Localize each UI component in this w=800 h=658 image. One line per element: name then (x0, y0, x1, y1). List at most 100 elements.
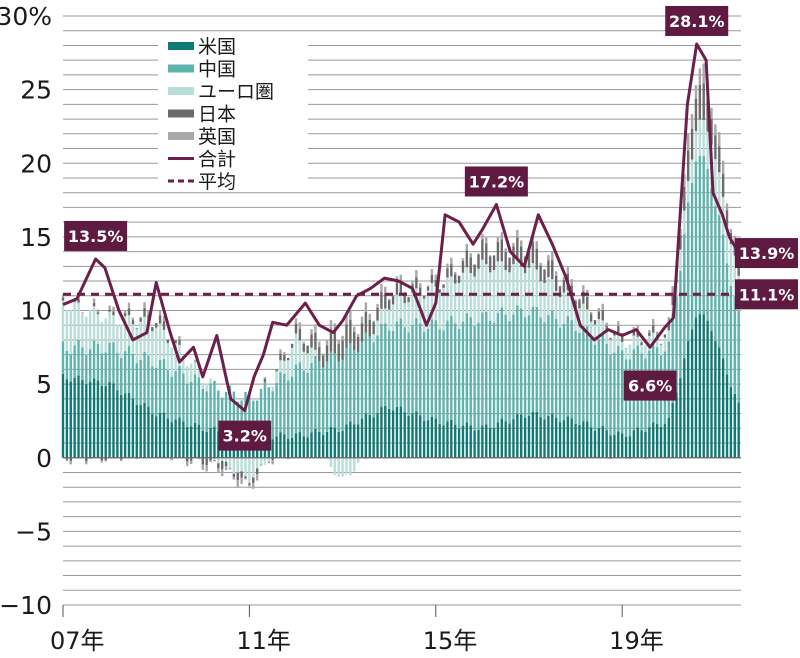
bar-segment (702, 83, 705, 120)
bar-segment (457, 328, 461, 429)
bar-segment (345, 315, 348, 325)
bar-segment (189, 457, 193, 461)
bar-segment (302, 370, 305, 437)
bar-segment (465, 243, 469, 251)
bar-segment (298, 328, 302, 341)
bar-segment (450, 315, 453, 420)
bar-segment (154, 416, 158, 458)
bar-segment (174, 343, 177, 371)
bar-segment (469, 425, 472, 458)
bar-segment (562, 420, 566, 458)
bar-segment (450, 276, 453, 316)
bar-segment (69, 381, 72, 458)
bar-segment (593, 320, 597, 325)
bar-segment (399, 406, 403, 458)
bar-segment (360, 316, 364, 324)
bar-segment (535, 248, 538, 270)
bar-segment (551, 310, 554, 414)
bar-segment (535, 241, 538, 249)
bar-segment (508, 272, 511, 321)
bar-segment (477, 253, 480, 255)
bar-segment (88, 309, 92, 350)
bar-segment (360, 418, 364, 458)
bar-segment (116, 390, 119, 458)
bar-segment (640, 342, 643, 346)
bar-segment (671, 293, 674, 306)
bar-segment (158, 359, 162, 413)
bar-segment (438, 329, 441, 424)
bar-segment (104, 457, 107, 461)
bar-segment (434, 279, 437, 287)
callout-box (623, 370, 677, 401)
bar-segment (438, 423, 441, 458)
bar-segment (683, 210, 686, 234)
bar-segment (104, 386, 107, 458)
bar-segment (123, 313, 127, 317)
bar-segment (706, 168, 709, 321)
bar-segment (725, 210, 729, 226)
bar-segment (403, 327, 406, 413)
bar-segment (120, 457, 123, 460)
bar-segment (442, 330, 445, 426)
bar-segment (496, 422, 500, 458)
bar-segment (679, 378, 682, 458)
bar-segment (640, 430, 643, 458)
bar-segment (290, 347, 294, 377)
bar-segment (333, 457, 337, 475)
bar-segment (426, 328, 430, 421)
bar-segment (333, 427, 337, 458)
bar-segment (718, 146, 721, 173)
bar-segment (158, 315, 162, 324)
bar-segment (162, 412, 166, 458)
bar-segment (224, 391, 228, 433)
bar-segment (112, 306, 115, 312)
bar-segment (380, 323, 383, 407)
bar-segment (135, 457, 138, 459)
x-tick-label: 11年 (236, 627, 291, 655)
bar-segment (92, 306, 96, 341)
bar-segment (143, 307, 146, 317)
bar-segment (166, 339, 170, 344)
bar-segment (127, 392, 131, 458)
bar-segment (92, 298, 96, 303)
bar-segment (170, 457, 173, 461)
bar-segment (271, 459, 274, 465)
bar-segment (166, 369, 170, 419)
bar-segment (485, 243, 488, 265)
bar-segment (364, 413, 368, 458)
bar-segment (244, 476, 247, 478)
bar-segment (298, 432, 302, 458)
bar-segment (353, 331, 356, 351)
bar-segment (376, 303, 379, 308)
bar-segment (593, 430, 597, 458)
y-tick-label: −5 (15, 517, 52, 546)
bar-segment (96, 380, 100, 458)
bar-segment (426, 286, 430, 291)
x-tick-label: 15年 (423, 627, 478, 655)
bar-segment (659, 426, 663, 458)
bar-segment (88, 381, 92, 458)
bar-segment (306, 372, 309, 438)
bar-segment (395, 406, 399, 458)
bar-segment (61, 341, 65, 374)
bar-segment (465, 267, 469, 314)
bar-segment (213, 460, 216, 462)
bar-segment (96, 309, 100, 313)
bar-segment (547, 277, 550, 316)
bar-segment (617, 326, 620, 333)
legend-swatch (168, 42, 194, 50)
bar-segment (683, 233, 686, 359)
bar-segment (123, 351, 127, 394)
bar-segment (287, 457, 290, 460)
bar-segment (259, 388, 263, 435)
bar-segment (714, 124, 717, 136)
bar-segment (92, 302, 96, 307)
bar-segment (368, 319, 371, 337)
bar-segment (341, 340, 344, 360)
bar-segment (686, 202, 690, 341)
bar-segment (108, 311, 111, 343)
bar-segment (543, 269, 546, 283)
bar-segment (325, 457, 329, 460)
bar-segment (578, 298, 581, 301)
bar-segment (706, 131, 709, 169)
